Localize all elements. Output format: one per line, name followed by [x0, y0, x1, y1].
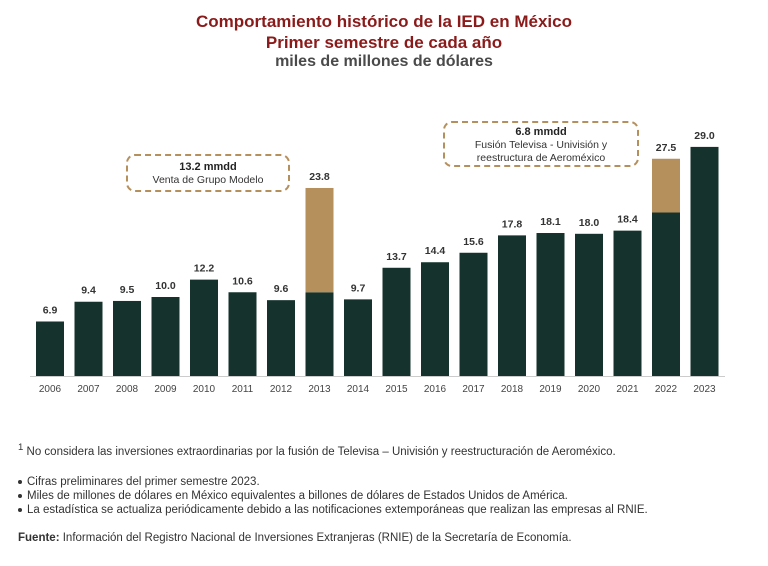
data-label-2012: 9.6	[274, 283, 289, 295]
chart-units: miles de millones de dólares	[275, 53, 493, 70]
data-label-2019: 18.1	[540, 216, 561, 228]
data-label-2009: 10.0	[155, 280, 176, 292]
tick-label-2015: 2015	[385, 384, 408, 395]
tick-label-2018: 2018	[501, 384, 524, 395]
source-note: Fuente: Información del Registro Naciona…	[18, 532, 572, 544]
bar-extraordinary-2013	[305, 187, 334, 293]
bar-2020	[575, 233, 603, 376]
tick-label-2012: 2012	[270, 384, 293, 395]
bullet-text: Cifras preliminares del primer semestre …	[27, 476, 260, 488]
data-label-2021: 18.4	[617, 214, 638, 226]
data-label-2023: 29.0	[694, 130, 715, 142]
data-label-2020: 18.0	[579, 217, 600, 229]
data-label-2013: 23.8	[309, 171, 330, 183]
tick-label-2020: 2020	[578, 384, 601, 395]
tick-label-2017: 2017	[462, 384, 485, 395]
tick-label-2019: 2019	[539, 384, 562, 395]
bar-chart: 6.9 2006 9.4 2007 9.5 2008 10.0 2009 12.2 2010 10.…	[30, 130, 725, 395]
bar-2023	[690, 146, 719, 376]
bar-2021	[613, 230, 642, 376]
bullet-text: Miles de millones de dólares en México e…	[27, 490, 568, 502]
tick-label-2009: 2009	[154, 384, 177, 395]
annotation-2013: 13.2 mmdd Venta de Grupo Modelo	[126, 154, 290, 192]
bar-2011	[228, 292, 257, 376]
tick-label-2010: 2010	[193, 384, 216, 395]
tick-label-2006: 2006	[39, 384, 62, 395]
annotation-text: Venta de Grupo Modelo	[152, 174, 264, 186]
tick-label-2023: 2023	[693, 384, 716, 395]
bar-2018	[498, 235, 526, 376]
bar-2013	[305, 292, 334, 376]
tick-label-2022: 2022	[655, 384, 678, 395]
source-text: Información del Registro Nacional de Inv…	[59, 532, 572, 544]
tick-label-2021: 2021	[616, 384, 639, 395]
tick-label-2013: 2013	[308, 384, 331, 395]
data-label-2014: 9.7	[351, 282, 366, 294]
data-label-2016: 14.4	[425, 245, 446, 257]
footnote: 1 No considera las inversiones extraordi…	[18, 442, 616, 458]
annotation-2022: 6.8 mmdd Fusión Televisa - Univisión y r…	[443, 121, 639, 167]
bar-2022	[652, 212, 680, 376]
bar-2008	[113, 300, 141, 376]
bullet-text: La estadística se actualiza periódicamen…	[27, 504, 648, 516]
bullet-item: La estadística se actualiza periódicamen…	[18, 504, 648, 516]
data-label-2017: 15.6	[463, 236, 484, 248]
bar-2014	[344, 299, 372, 376]
bar-2016	[421, 262, 449, 376]
tick-label-2008: 2008	[116, 384, 139, 395]
bar-2009	[151, 297, 180, 376]
data-label-2018: 17.8	[502, 218, 523, 230]
annotation-value: 13.2 mmdd	[179, 161, 237, 173]
annotation-text: reestructura de Aeroméxico	[476, 152, 606, 164]
bar-2015	[382, 267, 411, 376]
footnote-text: No considera las inversiones extraordina…	[26, 445, 616, 458]
bar-2019	[536, 233, 565, 376]
bar-2012	[267, 300, 295, 376]
data-label-2007: 9.4	[81, 285, 96, 297]
tick-label-2014: 2014	[347, 384, 370, 395]
data-label-2015: 13.7	[386, 251, 407, 263]
bar-2006	[36, 321, 64, 376]
tick-label-2011: 2011	[232, 384, 254, 395]
chart-title: Comportamiento histórico de la IED en Mé…	[196, 12, 572, 31]
annotation-text: Fusión Televisa - Univisión y	[474, 139, 608, 151]
bullet-item: Miles de millones de dólares en México e…	[18, 490, 568, 502]
bar-2010	[190, 279, 218, 376]
source-label: Fuente:	[18, 532, 60, 544]
bar-extraordinary-2022	[652, 158, 680, 213]
bullet-item: Cifras preliminares del primer semestre …	[18, 476, 260, 488]
footnote-mark: 1	[18, 442, 24, 453]
data-label-2022: 27.5	[656, 142, 677, 154]
tick-label-2016: 2016	[424, 384, 447, 395]
annotation-value: 6.8 mmdd	[515, 126, 567, 138]
bar-2017	[459, 252, 488, 376]
tick-label-2007: 2007	[77, 384, 100, 395]
data-label-2010: 12.2	[194, 263, 215, 275]
data-label-2008: 9.5	[120, 284, 135, 296]
bar-2007	[74, 301, 103, 376]
data-label-2006: 6.9	[43, 304, 58, 316]
chart-subtitle: Primer semestre de cada año	[265, 33, 503, 52]
data-label-2011: 10.6	[232, 275, 253, 287]
